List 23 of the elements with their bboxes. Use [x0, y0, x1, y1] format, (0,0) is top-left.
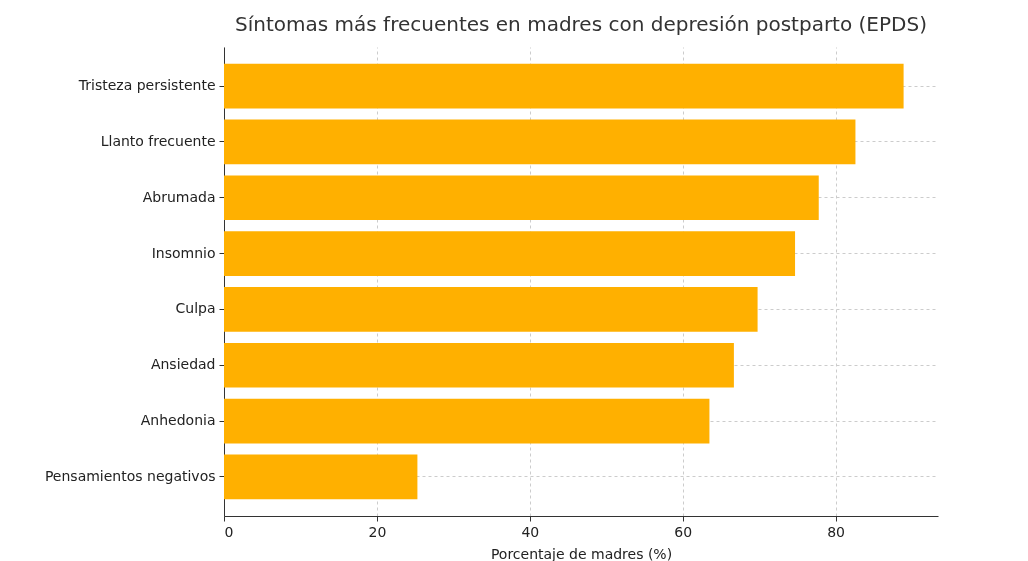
bar	[224, 175, 819, 221]
y-tick-label: Llanto frecuente	[100, 132, 216, 149]
x-tick-label: 0	[224, 523, 234, 540]
bar	[224, 231, 796, 276]
y-tick-label: Pensamientos negativos	[44, 467, 216, 484]
bar	[224, 63, 904, 109]
bar	[224, 342, 734, 388]
x-tick-label: 40	[521, 523, 540, 540]
y-tick-label: Culpa	[175, 300, 216, 317]
bar	[224, 454, 418, 500]
bar	[224, 287, 758, 332]
x-axis-title: Porcentaje de madres (%)	[490, 545, 673, 561]
bar	[224, 398, 710, 444]
y-tick-label: Insomnio	[151, 244, 216, 261]
y-tick-label: Anhedonia	[140, 412, 216, 429]
chart-title: Síntomas más frecuentes en madres con depresión postparto (EPDS)	[235, 12, 927, 36]
bar	[224, 119, 856, 165]
x-tick-label: 20	[368, 523, 387, 540]
y-tick-label: Ansiedad	[150, 356, 216, 373]
x-tick-label: 80	[827, 523, 845, 540]
y-tick-label: Abrumada	[142, 188, 216, 205]
x-tick-label: 60	[674, 523, 693, 540]
y-tick-label: Tristeza persistente	[77, 77, 216, 94]
